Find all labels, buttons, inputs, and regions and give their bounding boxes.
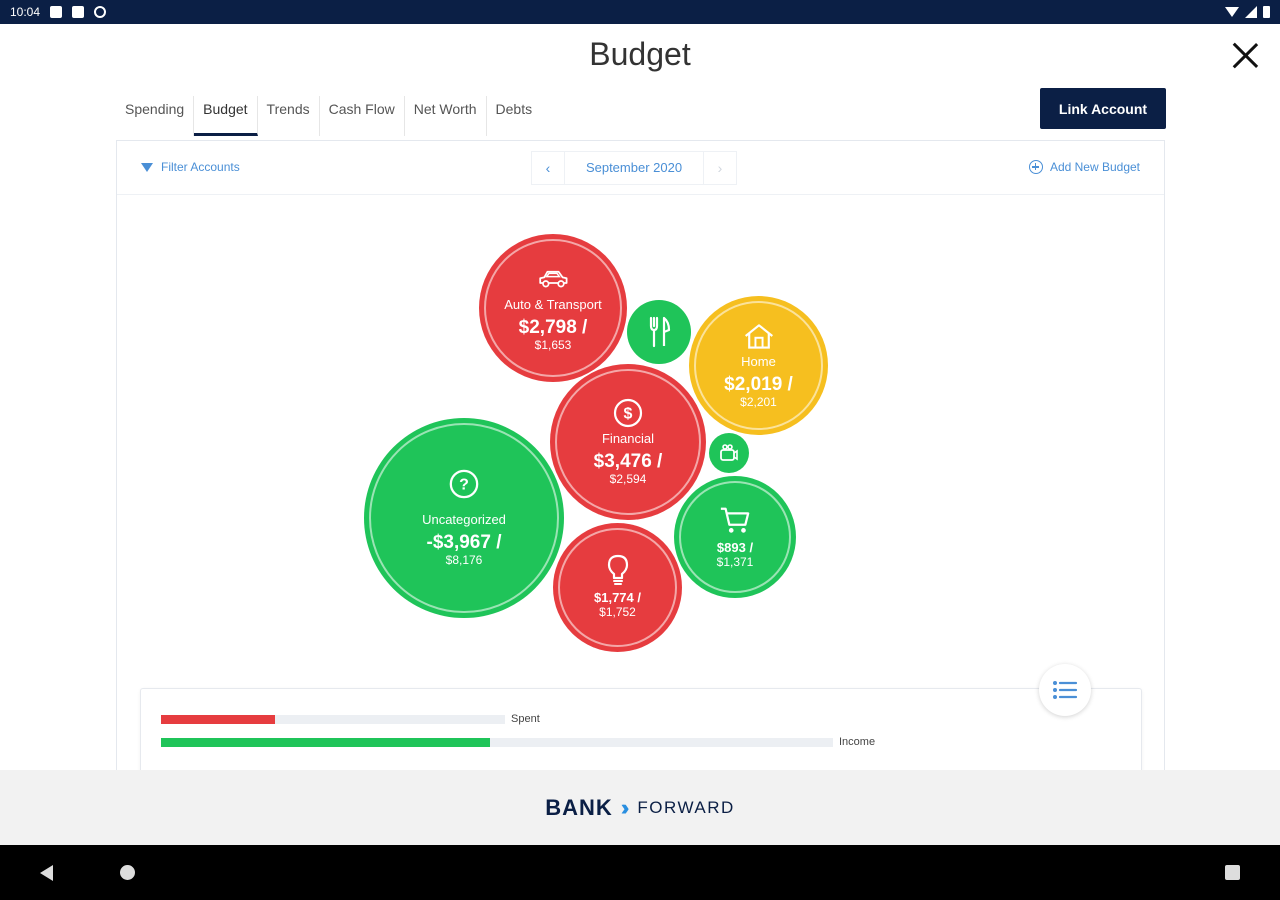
bubble-budget: $1,371 — [716, 554, 754, 569]
plus-circle-icon — [1028, 160, 1043, 174]
sync-icon — [94, 6, 107, 18]
income-bar-row: Income — [161, 736, 875, 748]
spent-bar-track — [161, 714, 505, 724]
car-icon — [537, 265, 569, 293]
spent-bar-fill — [161, 714, 275, 724]
recent-apps-icon[interactable] — [1225, 865, 1240, 880]
chevron-right-icon[interactable]: › — [717, 160, 723, 176]
lightbulb-icon — [602, 554, 634, 585]
list-view-button[interactable] — [1039, 664, 1091, 716]
bubble-uncategorized[interactable]: ? Uncategorized -$3,967 / $8,176 — [364, 418, 564, 618]
tab-trends[interactable]: Trends — [258, 96, 320, 136]
bubble-budget: $2,201 — [740, 395, 777, 409]
bubble-spent: $2,798 / — [518, 316, 588, 338]
tab-cash-flow[interactable]: Cash Flow — [320, 96, 405, 136]
back-icon[interactable] — [40, 865, 53, 881]
camera-icon — [713, 439, 745, 467]
filter-accounts-label: Filter Accounts — [161, 160, 240, 174]
budget-summary-card: Spent Income — [140, 688, 1142, 770]
bubble-spent: $3,476 / — [593, 450, 663, 472]
bubble-spent: -$3,967 / — [426, 531, 502, 553]
spent-label: Spent — [511, 713, 540, 725]
chevron-left-icon[interactable]: ‹ — [545, 160, 551, 176]
income-bar-fill — [161, 737, 491, 747]
close-icon[interactable] — [1230, 40, 1260, 70]
fork-knife-icon — [643, 316, 675, 348]
month-selector: ‹ September 2020 › — [531, 151, 737, 185]
question-icon: ? — [448, 469, 480, 498]
bubble-shopping[interactable]: $893 / $1,371 — [674, 476, 796, 598]
add-new-budget-button[interactable]: Add New Budget — [1028, 160, 1140, 174]
bubble-label: Home — [741, 354, 776, 369]
bubble-spent: $2,019 / — [724, 374, 793, 395]
wifi-icon — [1225, 7, 1239, 17]
bubble-bills[interactable]: $1,774 / $1,752 — [553, 523, 682, 652]
status-bar: 10:04 — [0, 0, 1280, 24]
bubble-small-category[interactable] — [709, 433, 749, 473]
tab-budget[interactable]: Budget — [194, 96, 258, 136]
brand-forward: FORWARD — [637, 797, 735, 817]
brand-logo: BANK ›› FORWARD — [545, 795, 735, 821]
list-icon — [1053, 681, 1078, 699]
svg-text:$: $ — [624, 405, 633, 422]
bubble-budget: $1,653 — [534, 337, 572, 352]
bubble-budget: $8,176 — [445, 552, 483, 567]
tab-spending[interactable]: Spending — [116, 96, 195, 136]
income-bar-track — [161, 737, 833, 747]
home-icon[interactable] — [120, 865, 135, 880]
filter-icon — [141, 162, 153, 172]
budget-toolbar: Filter Accounts ‹ September 2020 › Add N… — [117, 141, 1164, 195]
battery-icon — [1263, 6, 1270, 18]
bubble-label: Financial — [601, 430, 655, 446]
sd-card-icon — [72, 6, 85, 18]
double-chevron-icon: ›› — [620, 794, 629, 820]
footer: BANK ›› FORWARD — [0, 770, 1280, 845]
system-nav-bar — [0, 845, 1280, 900]
add-new-budget-label: Add New Budget — [1049, 160, 1140, 174]
house-icon — [743, 322, 775, 350]
bubble-home[interactable]: Home $2,019 / $2,201 — [689, 296, 828, 435]
brand-bank: BANK — [545, 794, 613, 820]
svg-text:?: ? — [459, 476, 469, 493]
bubble-spent: $893 / — [716, 539, 754, 555]
tab-net-worth[interactable]: Net Worth — [405, 96, 487, 136]
bubble-financial[interactable]: $ Financial $3,476 / $2,594 — [550, 364, 706, 520]
status-time: 10:04 — [10, 5, 41, 19]
income-label: Income — [839, 736, 876, 748]
bubble-budget: $2,594 — [609, 471, 647, 486]
filter-accounts-button[interactable]: Filter Accounts — [141, 160, 240, 174]
current-month: September 2020 — [564, 152, 704, 184]
bubble-food[interactable] — [627, 300, 691, 364]
tab-bar: Spending Budget Trends Cash Flow Net Wor… — [116, 96, 541, 136]
bubble-budget: $1,752 — [599, 605, 636, 619]
shopping-cart-icon — [719, 506, 751, 534]
tab-debts[interactable]: Debts — [495, 101, 533, 117]
notification-icon — [50, 6, 63, 18]
signal-icon — [1245, 6, 1257, 18]
spent-bar-row: Spent — [161, 713, 540, 725]
budget-panel: Filter Accounts ‹ September 2020 › Add N… — [116, 140, 1165, 770]
bubble-label: Auto & Transport — [504, 296, 602, 312]
dollar-icon: $ — [612, 398, 644, 427]
bubble-auto-transport[interactable]: Auto & Transport $2,798 / $1,653 — [479, 234, 627, 382]
page-title: Budget — [589, 36, 691, 72]
link-account-button[interactable]: Link Account — [1040, 88, 1166, 129]
bubble-spent: $1,774 / — [594, 590, 641, 605]
bubble-label: Uncategorized — [422, 511, 506, 527]
